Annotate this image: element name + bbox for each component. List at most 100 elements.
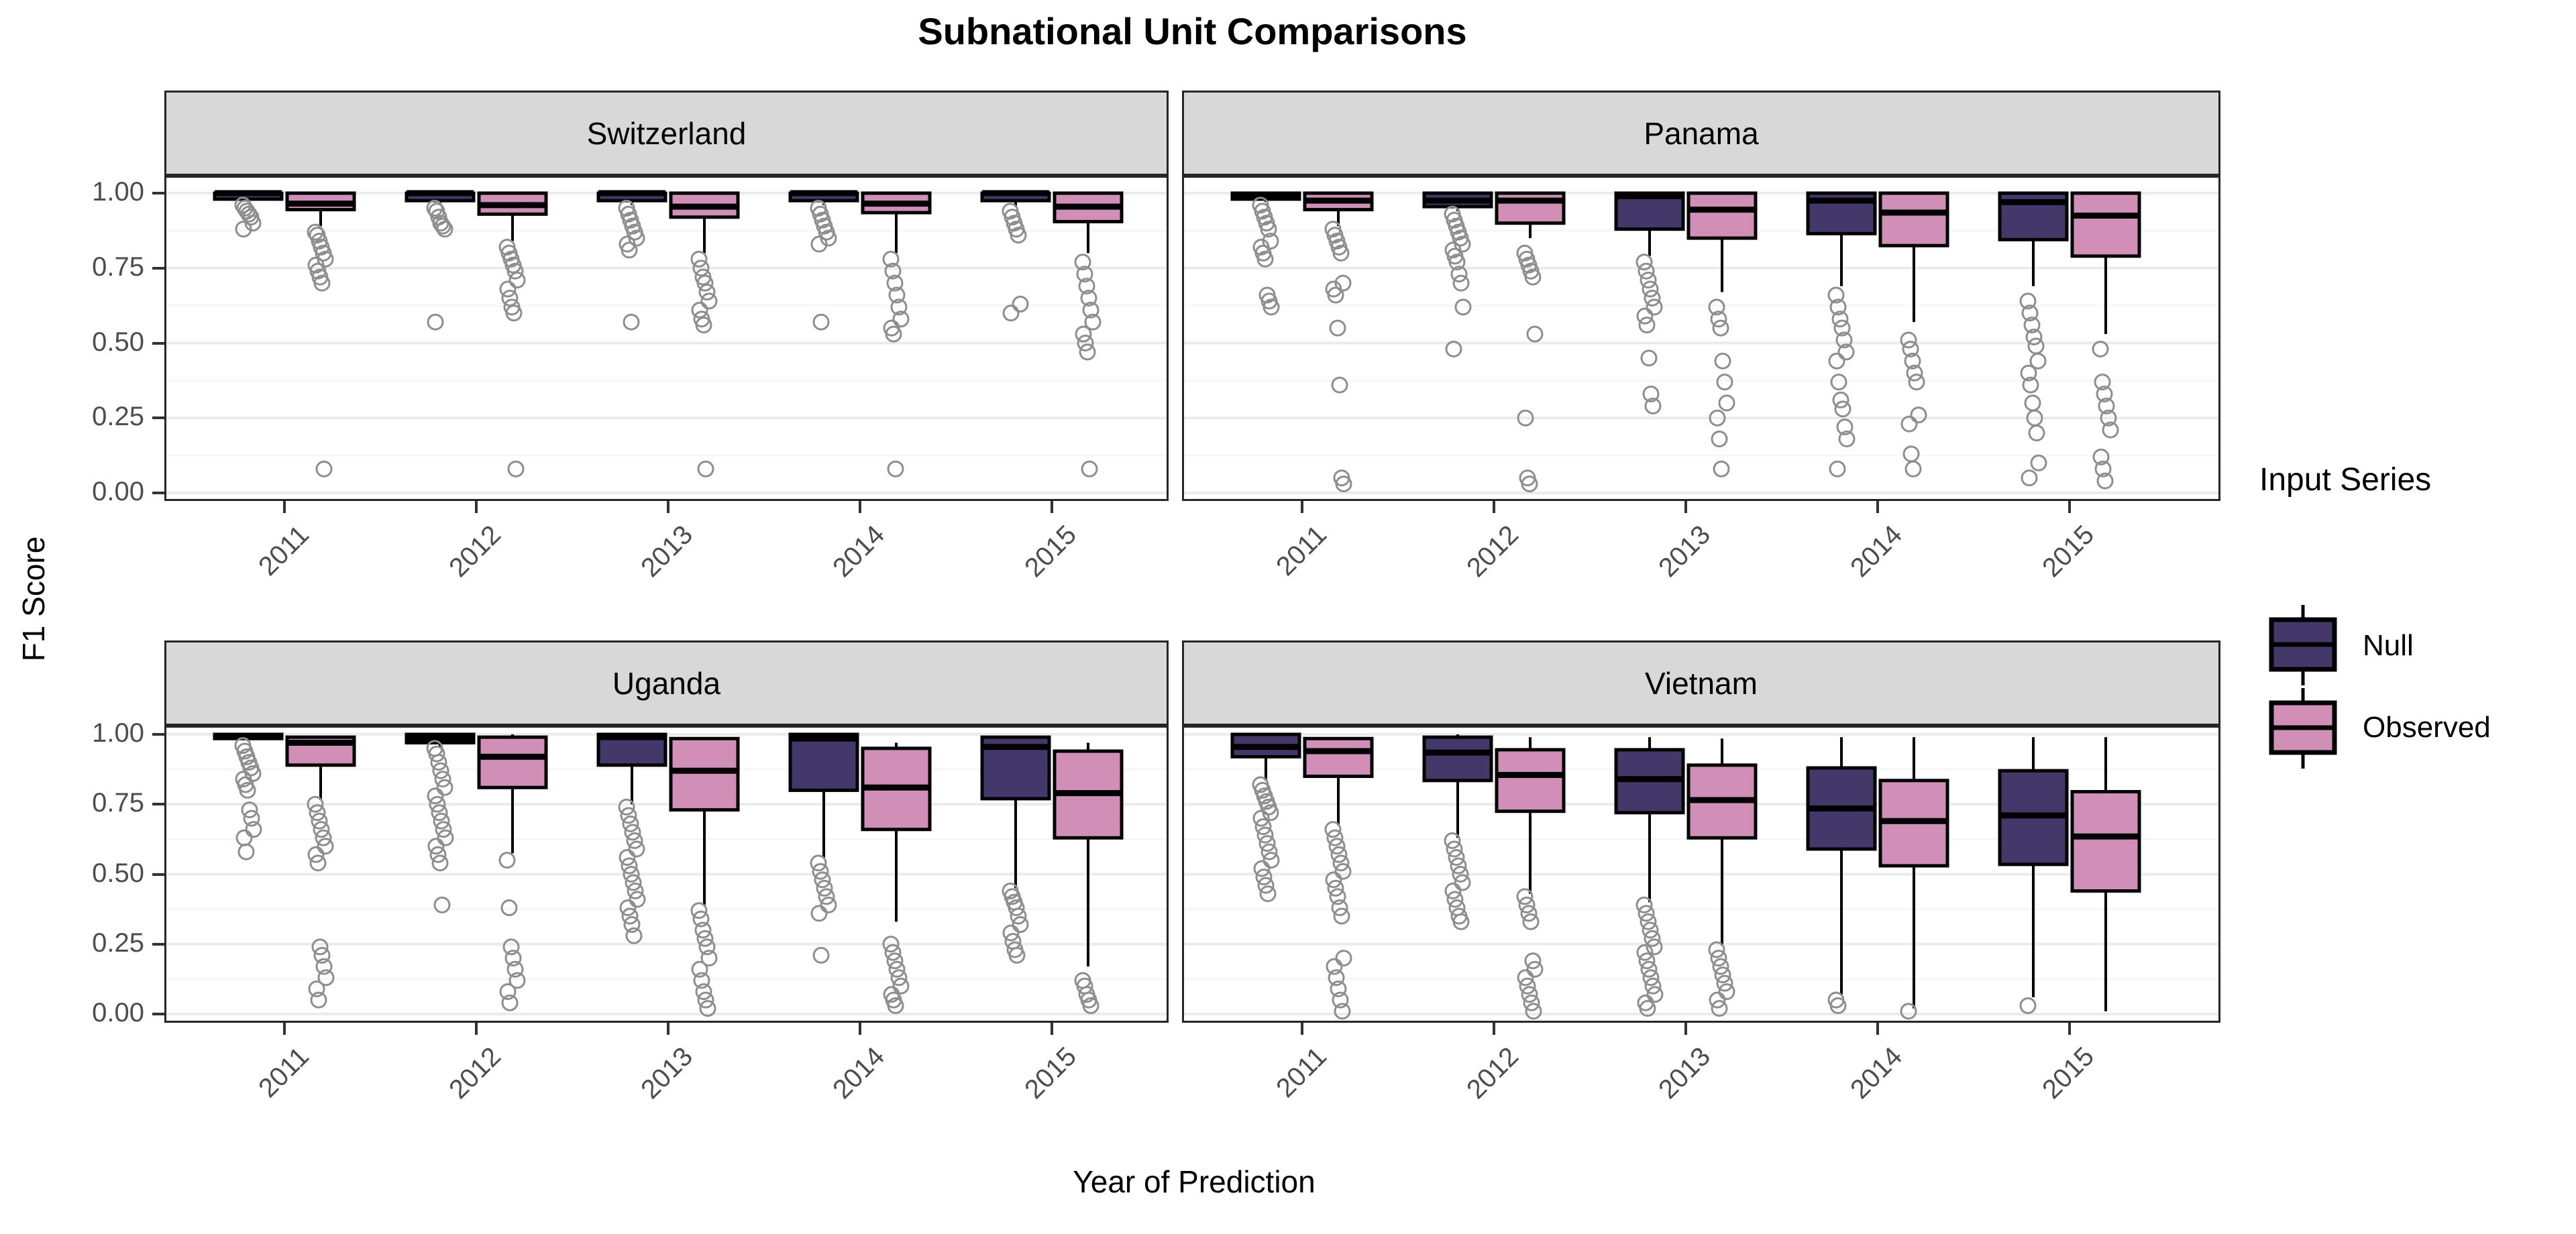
box-uganda-2011-null	[213, 732, 284, 860]
outlier-point	[697, 460, 714, 478]
box-panama-2011-observed	[1303, 191, 1374, 493]
outlier-point	[1253, 860, 1271, 877]
outlier-point	[882, 936, 900, 953]
outlier-point	[820, 896, 837, 913]
outlier-point	[1712, 319, 1729, 337]
y-tick-mark	[152, 1013, 164, 1015]
box-vietnam-2014-null	[1806, 737, 1877, 1014]
y-tick-label: 0.75	[92, 251, 144, 282]
outlier-point	[1908, 374, 1925, 391]
outlier-point	[2022, 376, 2039, 394]
outlier-point	[1331, 376, 1348, 394]
x-tick-mark	[1493, 501, 1495, 513]
outlier-point	[307, 795, 324, 813]
outlier-point	[884, 262, 902, 280]
outlier-point	[1714, 966, 1731, 984]
y-tick-label: 0.50	[92, 858, 144, 888]
outlier-point	[628, 229, 645, 247]
outlier-point	[2094, 460, 2112, 478]
outlier-point	[1646, 938, 1663, 956]
outlier-point	[1076, 266, 1093, 283]
box-vietnam-2011-observed	[1303, 736, 1374, 1020]
outlier-point	[2102, 421, 2119, 439]
outlier-point	[1836, 418, 1854, 436]
outlier-point	[2019, 997, 2037, 1014]
outlier-point	[816, 879, 833, 897]
outlier-point	[1711, 431, 1728, 448]
outlier-point	[1642, 969, 1660, 987]
outlier-point	[691, 301, 708, 319]
outlier-point	[1524, 268, 1542, 286]
outlier-point	[317, 969, 335, 987]
outlier-point	[426, 199, 443, 217]
outlier-point	[311, 938, 329, 956]
outlier-point	[1448, 848, 1465, 866]
outlier-point	[1256, 250, 1274, 268]
outlier-point	[1081, 460, 1098, 478]
box-switzerland-2013-observed	[669, 191, 740, 478]
outlier-point	[1452, 274, 1470, 292]
outlier-point	[432, 762, 449, 779]
outlier-point	[500, 899, 518, 917]
outlier-point	[235, 221, 252, 238]
outlier-point	[699, 1000, 716, 1017]
outlier-point	[1523, 994, 1540, 1011]
outlier-point	[626, 832, 643, 849]
outlier-point	[1454, 298, 1472, 316]
outlier-point	[2094, 374, 2111, 391]
outlier-point	[2092, 340, 2109, 357]
outlier-point	[505, 304, 523, 322]
box-panama-2014-null	[1806, 191, 1877, 478]
outlier-point	[1829, 460, 1846, 478]
outlier-point	[2025, 329, 2043, 346]
x-tick-label-year: 2011	[253, 1042, 315, 1103]
x-tick-mark	[1876, 501, 1879, 513]
outlier-point	[1644, 930, 1661, 947]
x-tick-label-year: 2012	[443, 520, 507, 583]
outlier-point	[1708, 941, 1725, 958]
x-tick-label-year: 2012	[443, 1042, 507, 1105]
x-tick-label-year: 2014	[827, 1042, 891, 1105]
outlier-point	[501, 994, 519, 1011]
outlier-point	[1644, 397, 1662, 414]
outlier-point	[241, 801, 258, 819]
outlier-point	[629, 891, 646, 908]
y-tick-label: 0.75	[92, 788, 144, 818]
outlier-point	[1254, 818, 1272, 836]
x-tick-mark	[1301, 501, 1303, 513]
outlier-point	[812, 862, 829, 880]
outlier-point	[499, 983, 517, 1001]
facet-strip-panama: Panama	[1182, 91, 2220, 176]
outlier-point	[1002, 924, 1020, 942]
outlier-point	[1525, 1003, 1542, 1020]
outlier-point	[313, 946, 331, 964]
outlier-point	[1329, 888, 1346, 905]
legend-key-observed-boxplot-icon	[2269, 688, 2337, 769]
x-tick-label-year: 2015	[2037, 1042, 2100, 1105]
outlier-point	[1526, 960, 1544, 978]
outlier-point	[621, 857, 638, 875]
outlier-point	[1332, 854, 1350, 872]
x-tick-mark	[283, 501, 286, 513]
outlier-point	[1646, 298, 1663, 316]
outlier-point	[436, 221, 453, 238]
outlier-point	[1012, 916, 1029, 934]
outlier-point	[886, 952, 904, 970]
box-uganda-2013-null	[596, 732, 667, 944]
box-switzerland-2015-null	[980, 190, 1051, 322]
outlier-point	[621, 241, 638, 259]
outlier-point	[1526, 325, 1544, 343]
box-uganda-2012-observed	[477, 734, 548, 1011]
outlier-point	[1638, 952, 1656, 970]
x-tick-mark	[1493, 1023, 1495, 1035]
outlier-point	[309, 854, 327, 872]
y-axis-title: F1 Score	[16, 536, 51, 662]
box-switzerland-2011-null	[213, 190, 284, 238]
outlier-point	[625, 874, 642, 891]
box-uganda-2014-observed	[861, 742, 932, 1014]
x-tick-mark	[1684, 501, 1687, 513]
x-tick-label-year: 2013	[635, 520, 699, 583]
x-tick-mark	[2068, 501, 2071, 513]
y-tick-label: 0.25	[92, 402, 144, 432]
outlier-point	[1335, 950, 1352, 967]
